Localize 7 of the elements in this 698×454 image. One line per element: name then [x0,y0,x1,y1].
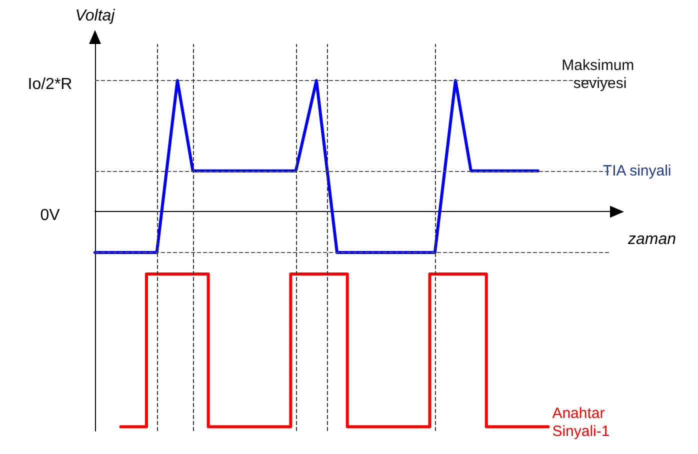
text: Io/2*R [28,76,72,94]
series-label: Anahtar Sinyali-1 [552,405,610,440]
x-axis-title: zaman [627,231,676,248]
text: TIA sinyali [602,162,672,180]
ref-line-label: Maksimum seviyesi [562,57,638,92]
y-axis-title: Voltaj [75,8,116,24]
text: 0V [40,207,60,224]
